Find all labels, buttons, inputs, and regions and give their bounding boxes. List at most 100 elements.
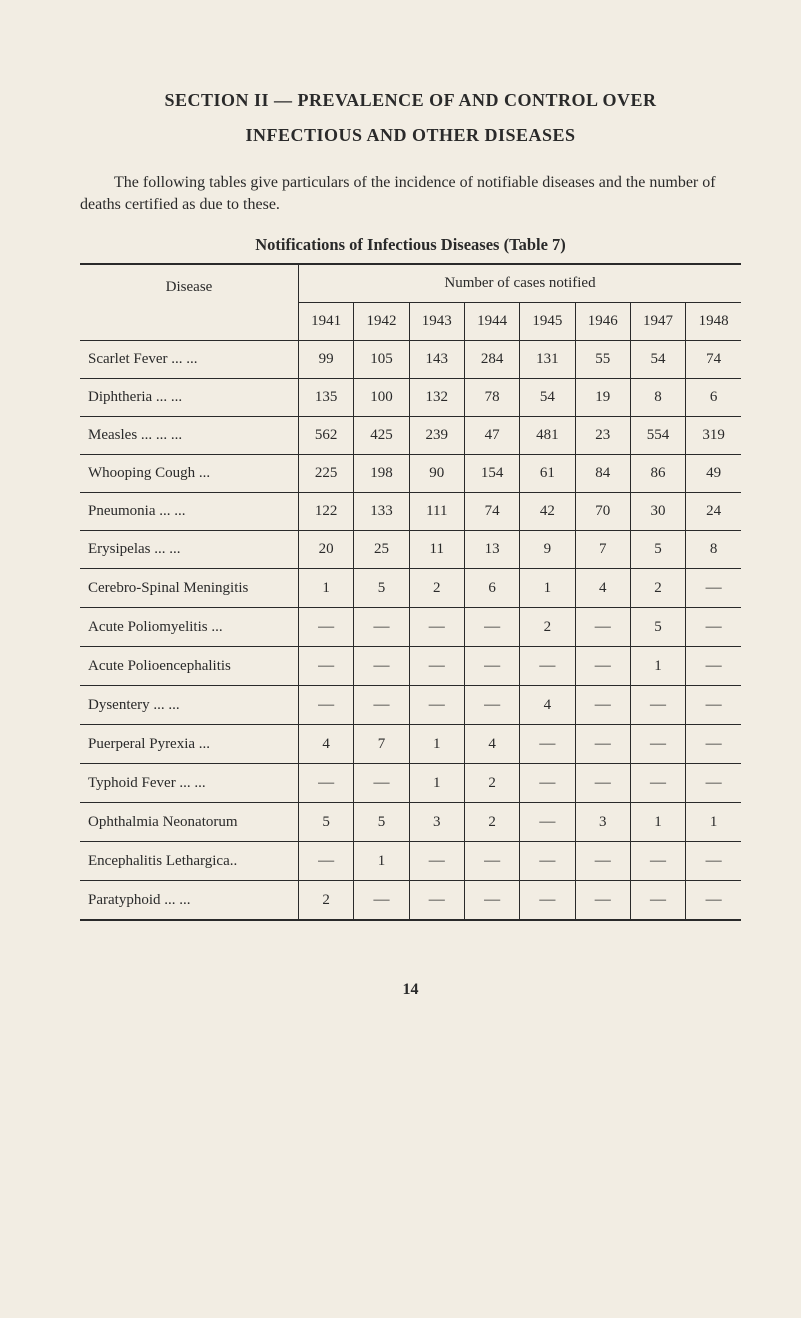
table-cell: 239 — [409, 417, 464, 455]
table-cell: — — [575, 764, 630, 803]
table-cell: 47 — [464, 417, 519, 455]
table-cell: 1 — [630, 647, 685, 686]
table-title: Notifications of Infectious Diseases (Ta… — [80, 235, 741, 255]
table-cell: 100 — [354, 379, 409, 417]
table-cell: 154 — [464, 455, 519, 493]
disease-label: Acute Polioencephalitis — [80, 647, 299, 686]
table-cell: — — [630, 842, 685, 881]
table-cell: — — [520, 764, 575, 803]
disease-label: Measles ... ... ... — [80, 417, 299, 455]
section-heading-line2: INFECTIOUS AND OTHER DISEASES — [80, 125, 741, 146]
table-cell: — — [575, 881, 630, 921]
table-cell: — — [686, 725, 741, 764]
table-cell: — — [630, 764, 685, 803]
table-cell: 143 — [409, 341, 464, 379]
table-cell: 135 — [299, 379, 354, 417]
table-cell: — — [575, 647, 630, 686]
table-cell: 6 — [464, 569, 519, 608]
table-cell: 4 — [575, 569, 630, 608]
table-cell: 54 — [630, 341, 685, 379]
table-cell: — — [354, 686, 409, 725]
table-cell: 319 — [686, 417, 741, 455]
table-cell: 9 — [520, 531, 575, 569]
table-cell: 11 — [409, 531, 464, 569]
table-cell: 1 — [630, 803, 685, 842]
table-cell: — — [464, 686, 519, 725]
table-cell: 284 — [464, 341, 519, 379]
table-cell: 99 — [299, 341, 354, 379]
year-header: 1946 — [575, 303, 630, 341]
table-cell: — — [575, 608, 630, 647]
disease-header: Disease — [80, 264, 299, 341]
table-cell: — — [686, 569, 741, 608]
disease-label: Cerebro-Spinal Meningitis — [80, 569, 299, 608]
table-cell: 55 — [575, 341, 630, 379]
table-cell: — — [686, 881, 741, 921]
table-cell: 61 — [520, 455, 575, 493]
disease-label: Dysentery ... ... — [80, 686, 299, 725]
table-cell: 8 — [630, 379, 685, 417]
year-header: 1945 — [520, 303, 575, 341]
table-cell: 49 — [686, 455, 741, 493]
table-cell: 7 — [575, 531, 630, 569]
table-cell: — — [520, 803, 575, 842]
disease-label: Pneumonia ... ... — [80, 493, 299, 531]
table-cell: — — [520, 842, 575, 881]
table-cell: 78 — [464, 379, 519, 417]
page-number: 14 — [80, 981, 741, 999]
table-cell: 111 — [409, 493, 464, 531]
table-cell: 5 — [354, 803, 409, 842]
table-cell: — — [409, 647, 464, 686]
table-cell: — — [630, 686, 685, 725]
year-header: 1942 — [354, 303, 409, 341]
table-cell: 1 — [409, 764, 464, 803]
table-cell: 8 — [686, 531, 741, 569]
table-cell: — — [354, 608, 409, 647]
table-cell: 4 — [299, 725, 354, 764]
table-cell: 23 — [575, 417, 630, 455]
table-cell: 1 — [409, 725, 464, 764]
table-cell: 1 — [686, 803, 741, 842]
table-cell: — — [630, 725, 685, 764]
table-cell: — — [464, 842, 519, 881]
table-cell: — — [299, 608, 354, 647]
table-cell: 5 — [630, 531, 685, 569]
table-cell: 30 — [630, 493, 685, 531]
notifications-table: DiseaseNumber of cases notified194119421… — [80, 263, 741, 921]
section-heading-line1: SECTION II — PREVALENCE OF AND CONTROL O… — [80, 90, 741, 111]
table-cell: — — [354, 881, 409, 921]
table-cell: — — [520, 647, 575, 686]
year-header: 1948 — [686, 303, 741, 341]
table-cell: — — [409, 842, 464, 881]
table-cell: — — [354, 764, 409, 803]
number-header: Number of cases notified — [299, 264, 742, 303]
disease-label: Scarlet Fever ... ... — [80, 341, 299, 379]
disease-label: Typhoid Fever ... ... — [80, 764, 299, 803]
table-cell: 562 — [299, 417, 354, 455]
table-cell: — — [299, 686, 354, 725]
table-cell: 13 — [464, 531, 519, 569]
table-cell: — — [686, 842, 741, 881]
table-cell: 481 — [520, 417, 575, 455]
table-cell: — — [299, 842, 354, 881]
table-cell: 2 — [409, 569, 464, 608]
table-cell: — — [409, 881, 464, 921]
table-cell: 20 — [299, 531, 354, 569]
table-cell: 70 — [575, 493, 630, 531]
table-cell: — — [520, 881, 575, 921]
table-cell: 4 — [520, 686, 575, 725]
table-cell: — — [354, 647, 409, 686]
table-cell: — — [686, 608, 741, 647]
table-cell: 74 — [464, 493, 519, 531]
disease-label: Ophthalmia Neonatorum — [80, 803, 299, 842]
disease-label: Acute Poliomyelitis ... — [80, 608, 299, 647]
table-cell: 131 — [520, 341, 575, 379]
table-cell: 105 — [354, 341, 409, 379]
table-cell: 133 — [354, 493, 409, 531]
table-cell: 3 — [409, 803, 464, 842]
table-cell: — — [299, 764, 354, 803]
table-cell: 2 — [464, 764, 519, 803]
table-cell: 198 — [354, 455, 409, 493]
table-cell: — — [464, 608, 519, 647]
year-header: 1947 — [630, 303, 685, 341]
